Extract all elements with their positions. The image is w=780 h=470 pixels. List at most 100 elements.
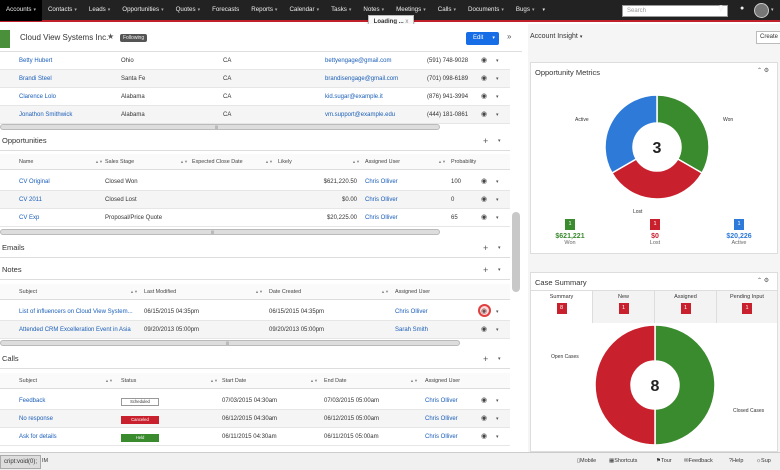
column-probability[interactable]: Probability — [451, 159, 477, 165]
calls-header[interactable]: Calls + ▾ — [0, 349, 510, 369]
sort-icon[interactable]: ▲▼ — [310, 378, 318, 383]
column-close-date[interactable]: Expected Close Date — [192, 159, 243, 165]
opportunities-header[interactable]: Opportunities + ▾ — [0, 131, 510, 151]
nav-accounts[interactable]: Accounts ▾ — [0, 0, 42, 21]
donut-slice-active[interactable] — [604, 94, 658, 175]
collapse-icon[interactable]: ⌃ — [757, 68, 763, 74]
sort-icon[interactable]: ▲▼ — [352, 159, 360, 164]
chevron-down-icon[interactable]: ▾ — [771, 7, 774, 13]
opp-name[interactable]: CV Original — [19, 179, 50, 185]
stat-active[interactable]: 1 $20,226 Active — [709, 219, 769, 246]
contact-email[interactable]: brandisengage@gmail.com — [325, 76, 399, 82]
nav-opportunities[interactable]: Opportunities ▾ — [116, 0, 169, 21]
contact-name[interactable]: Jonathon Smithwick — [19, 112, 73, 118]
donut-slice-closed-cases[interactable] — [654, 324, 716, 446]
horizontal-scrollbar[interactable]: ||| — [0, 229, 440, 235]
column-assigned-user[interactable]: Assigned User — [425, 378, 461, 384]
search-icon[interactable]: ⚲ — [718, 4, 724, 13]
preview-eye-icon[interactable]: ◉ — [481, 178, 488, 185]
contact-email[interactable]: vm.support@example.edu — [325, 112, 396, 118]
horizontal-scrollbar[interactable]: ||| — [0, 124, 440, 130]
tab-new[interactable]: New 1 — [593, 291, 655, 323]
footer-help[interactable]: ? Help — [729, 453, 743, 470]
sort-icon[interactable]: ▲▼ — [410, 378, 418, 383]
tab-pending-input[interactable]: Pending Input 1 — [717, 291, 777, 323]
call-subject[interactable]: Ask for details — [19, 434, 57, 440]
donut-slice-lost[interactable] — [610, 157, 704, 200]
note-user[interactable]: Chris Olliver — [395, 309, 428, 315]
row-actions-chevron-icon[interactable]: ▾ — [496, 112, 499, 118]
following-button[interactable]: Following — [120, 34, 148, 42]
column-status[interactable]: Status — [121, 378, 137, 384]
opp-name[interactable]: CV Exp — [19, 215, 40, 221]
nav-meetings[interactable]: Meetings ▾ — [390, 0, 432, 21]
preview-eye-icon[interactable]: ◉ — [481, 75, 488, 82]
column-assigned-user[interactable]: Assigned User — [395, 289, 431, 295]
nav-forecasts[interactable]: Forecasts — [206, 0, 245, 21]
notification-icon[interactable]: ● — [740, 5, 745, 12]
nav-bugs[interactable]: Bugs ▾ — [510, 0, 541, 21]
more-chevron-icon[interactable]: ▾ — [542, 7, 545, 13]
contact-name[interactable]: Clarence Lolo — [19, 94, 57, 100]
vertical-scrollbar[interactable] — [512, 212, 520, 292]
call-user[interactable]: Chris Olliver — [425, 416, 458, 422]
sort-icon[interactable]: ▲▼ — [210, 378, 218, 383]
row-actions-chevron-icon[interactable]: ▾ — [496, 179, 499, 185]
stat-lost[interactable]: 1 $0 Lost — [625, 219, 685, 246]
toggle-sidebar-icon[interactable]: » — [507, 32, 512, 41]
footer-shortcuts[interactable]: ▦ Shortcuts — [609, 453, 637, 470]
row-actions-chevron-icon[interactable]: ▾ — [496, 94, 499, 100]
footer-support[interactable]: ☼ Sup — [756, 453, 771, 470]
preview-eye-icon[interactable]: ◉ — [481, 93, 488, 100]
add-icon[interactable]: + — [483, 354, 489, 364]
chevron-down-icon[interactable]: ▾ — [498, 356, 501, 362]
footer-mobile[interactable]: ▯ Mobile — [577, 453, 596, 470]
row-actions-chevron-icon[interactable]: ▾ — [496, 434, 499, 440]
opp-user[interactable]: Chris Olliver — [365, 197, 398, 203]
nav-leads[interactable]: Leads ▾ — [83, 0, 116, 21]
donut-slice-won[interactable] — [656, 94, 710, 175]
nav-tasks[interactable]: Tasks ▾ — [325, 0, 357, 21]
account-insight-dropdown[interactable]: Account Insight ▾ — [530, 33, 582, 40]
column-date-created[interactable]: Date Created — [269, 289, 302, 295]
column-assigned-user[interactable]: Assigned User — [365, 159, 401, 165]
preview-eye-icon[interactable]: ◉ — [481, 415, 488, 422]
column-start-date[interactable]: Start Date — [222, 378, 247, 384]
column-sales-stage[interactable]: Sales Stage — [105, 159, 135, 165]
favorite-star-icon[interactable]: ★ — [107, 32, 115, 41]
chevron-down-icon[interactable]: ▾ — [498, 138, 501, 144]
call-subject[interactable]: No response — [19, 416, 54, 422]
column-end-date[interactable]: End Date — [324, 378, 347, 384]
nav-calendar[interactable]: Calendar ▾ — [283, 0, 325, 21]
chevron-down-icon[interactable]: ▾ — [492, 35, 495, 41]
add-icon[interactable]: + — [483, 136, 489, 146]
donut-slice-open-cases[interactable] — [594, 324, 656, 446]
footer-feedback[interactable]: ✉ Feedback — [684, 453, 713, 470]
gear-icon[interactable]: ⚙ — [763, 68, 770, 74]
sort-icon[interactable]: ▲▼ — [130, 289, 138, 294]
column-subject[interactable]: Subject — [19, 289, 37, 295]
nav-contacts[interactable]: Contacts ▾ — [42, 0, 83, 21]
note-user[interactable]: Sarah Smith — [395, 327, 429, 333]
preview-eye-icon[interactable]: ◉ — [481, 397, 488, 404]
nav-calls[interactable]: Calls ▾ — [432, 0, 462, 21]
sort-icon[interactable]: ▲▼ — [255, 289, 263, 294]
notes-header[interactable]: Notes + ▾ — [0, 260, 510, 280]
call-user[interactable]: Chris Olliver — [425, 398, 458, 404]
row-actions-chevron-icon[interactable]: ▾ — [496, 327, 499, 333]
column-name[interactable]: Name — [19, 159, 34, 165]
nav-quotes[interactable]: Quotes ▾ — [170, 0, 206, 21]
chevron-down-icon[interactable]: ▾ — [498, 267, 501, 273]
avatar[interactable] — [754, 3, 769, 18]
nav-documents[interactable]: Documents ▾ — [462, 0, 510, 21]
add-icon[interactable]: + — [483, 265, 489, 275]
search-input[interactable]: Search — [622, 5, 728, 17]
add-icon[interactable]: + — [483, 243, 489, 253]
tab-summary[interactable]: Summary 8 — [531, 291, 593, 323]
chevron-down-icon[interactable]: ▾ — [498, 245, 501, 251]
sort-icon[interactable]: ▲▼ — [381, 289, 389, 294]
preview-eye-icon[interactable]: ◉ — [481, 214, 488, 221]
tab-assigned[interactable]: Assigned 1 — [655, 291, 717, 323]
preview-eye-icon[interactable]: ◉ — [481, 111, 488, 118]
collapse-icon[interactable]: ⌃ — [757, 278, 763, 284]
